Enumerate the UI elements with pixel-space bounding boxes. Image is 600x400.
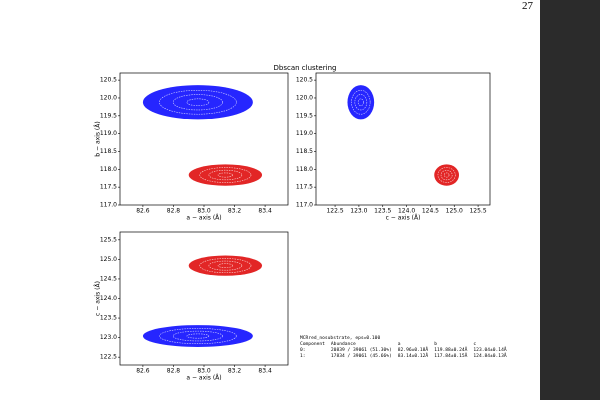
x-tick-label: 82.6 bbox=[136, 368, 150, 375]
plot-area bbox=[142, 85, 263, 186]
y-tick-label: 123.0 bbox=[100, 334, 117, 341]
x-tick-label: 124.0 bbox=[398, 208, 415, 215]
column-header: c bbox=[473, 342, 477, 347]
figure: Dbscan clustering 82.6 82.8 83.0 83.2 83.4 11… bbox=[95, 64, 491, 382]
table-cell: 17834 / 39061 (45.66%) bbox=[330, 354, 392, 359]
plot-area bbox=[347, 85, 460, 186]
table-cell: 20839 / 39061 (51.30%) bbox=[330, 348, 392, 353]
table-cell: 1: bbox=[300, 354, 306, 359]
y-tick-label: 124.5 bbox=[100, 275, 117, 282]
x-tick-label: 123.5 bbox=[374, 208, 391, 215]
y-tick-label: 118.5 bbox=[296, 148, 313, 155]
table-cell: 0: bbox=[300, 348, 306, 353]
figure-title: Dbscan clustering bbox=[274, 64, 337, 72]
density-contour bbox=[440, 169, 453, 181]
y-axis-label: c − axis (Å) bbox=[95, 281, 102, 316]
table-cell: 117.84±0.15Å bbox=[434, 354, 468, 359]
column-header: a bbox=[397, 342, 401, 347]
density-contour bbox=[208, 169, 243, 181]
table-cell: 82.96±0.18Å bbox=[397, 348, 429, 353]
y-tick-label: 117.5 bbox=[296, 184, 313, 191]
x-tick-label: 123.0 bbox=[350, 208, 367, 215]
x-tick-label: 83.0 bbox=[197, 208, 211, 215]
density-contour bbox=[437, 167, 456, 183]
plot-area bbox=[142, 255, 263, 348]
density-contour bbox=[159, 328, 237, 345]
x-tick-label: 83.4 bbox=[258, 368, 272, 375]
y-tick-label: 119.5 bbox=[100, 112, 117, 119]
table-cell: 119.88±0.24Å bbox=[434, 348, 468, 353]
density-contour bbox=[217, 263, 234, 268]
y-tick-label: 122.5 bbox=[100, 354, 117, 361]
x-tick-label: 83.2 bbox=[228, 208, 242, 215]
density-contour bbox=[172, 330, 223, 342]
x-axis-label: c − axis (Å) bbox=[386, 215, 421, 222]
y-tick-label: 118.0 bbox=[296, 166, 313, 173]
density-contour bbox=[199, 258, 252, 274]
x-tick-label: 83.0 bbox=[197, 368, 211, 375]
y-tick-label: 120.0 bbox=[296, 94, 313, 101]
density-contour bbox=[354, 94, 368, 111]
x-tick-label: 82.6 bbox=[136, 208, 150, 215]
table-cell: 124.84±0.13Å bbox=[473, 354, 507, 359]
y-axis-label: b − axis (Å) bbox=[95, 121, 102, 156]
density-contour bbox=[186, 98, 210, 106]
x-tick-label: 83.4 bbox=[258, 208, 272, 215]
y-tick-label: 120.5 bbox=[296, 77, 313, 84]
page-number: 27 bbox=[522, 0, 533, 12]
y-tick-label: 119.5 bbox=[296, 112, 313, 119]
y-tick-label: 120.5 bbox=[100, 77, 117, 84]
x-tick-label: 82.8 bbox=[167, 208, 181, 215]
density-contour bbox=[208, 260, 243, 271]
density-contour bbox=[186, 333, 210, 339]
axes-frame bbox=[315, 72, 491, 206]
x-tick-label: 124.5 bbox=[422, 208, 439, 215]
density-contour bbox=[351, 89, 371, 115]
density-contour bbox=[357, 98, 364, 106]
y-tick-label: 119.0 bbox=[296, 130, 313, 137]
density-contour bbox=[443, 172, 450, 178]
x-tick-label: 83.2 bbox=[228, 368, 242, 375]
column-header: Abundance bbox=[330, 342, 356, 347]
y-tick-label: 117.0 bbox=[296, 202, 313, 209]
column-header: b bbox=[434, 342, 437, 347]
summary-heading: MCRred_nosubstrate, eps=0.100 bbox=[300, 336, 381, 341]
x-tick-label: 125.0 bbox=[446, 208, 463, 215]
y-tick-label: 125.5 bbox=[100, 236, 117, 243]
y-tick-label: 117.5 bbox=[100, 184, 117, 191]
table-cell: 83.14±0.12Å bbox=[397, 354, 429, 359]
summary-table: Component Abundance a b c 0: 20839 / 39061 (51… bbox=[300, 342, 513, 360]
y-tick-label: 118.0 bbox=[100, 166, 117, 173]
page-edge bbox=[540, 0, 600, 400]
x-tick-label: 82.8 bbox=[167, 368, 181, 375]
table-cell: 123.04±0.14Å bbox=[473, 348, 507, 353]
y-tick-label: 123.5 bbox=[100, 315, 117, 322]
x-tick-label: 125.5 bbox=[469, 208, 486, 215]
density-contour bbox=[159, 89, 237, 115]
summary: MCRred_nosubstrate, eps=0.100 Component A… bbox=[300, 336, 513, 360]
y-tick-label: 117.0 bbox=[100, 202, 117, 209]
y-tick-label: 124.0 bbox=[100, 295, 117, 302]
y-tick-label: 118.5 bbox=[100, 148, 117, 155]
y-tick-label: 119.0 bbox=[100, 130, 117, 137]
y-tick-label: 125.0 bbox=[100, 256, 117, 263]
x-axis-label: a − axis (Å) bbox=[186, 215, 221, 222]
density-contour bbox=[199, 167, 252, 183]
column-header: Component bbox=[300, 342, 325, 347]
density-contour bbox=[172, 94, 223, 111]
density-contour bbox=[217, 172, 234, 178]
x-tick-label: 122.5 bbox=[326, 208, 343, 215]
x-axis-label: a − axis (Å) bbox=[186, 375, 221, 382]
y-tick-label: 120.0 bbox=[100, 94, 117, 101]
